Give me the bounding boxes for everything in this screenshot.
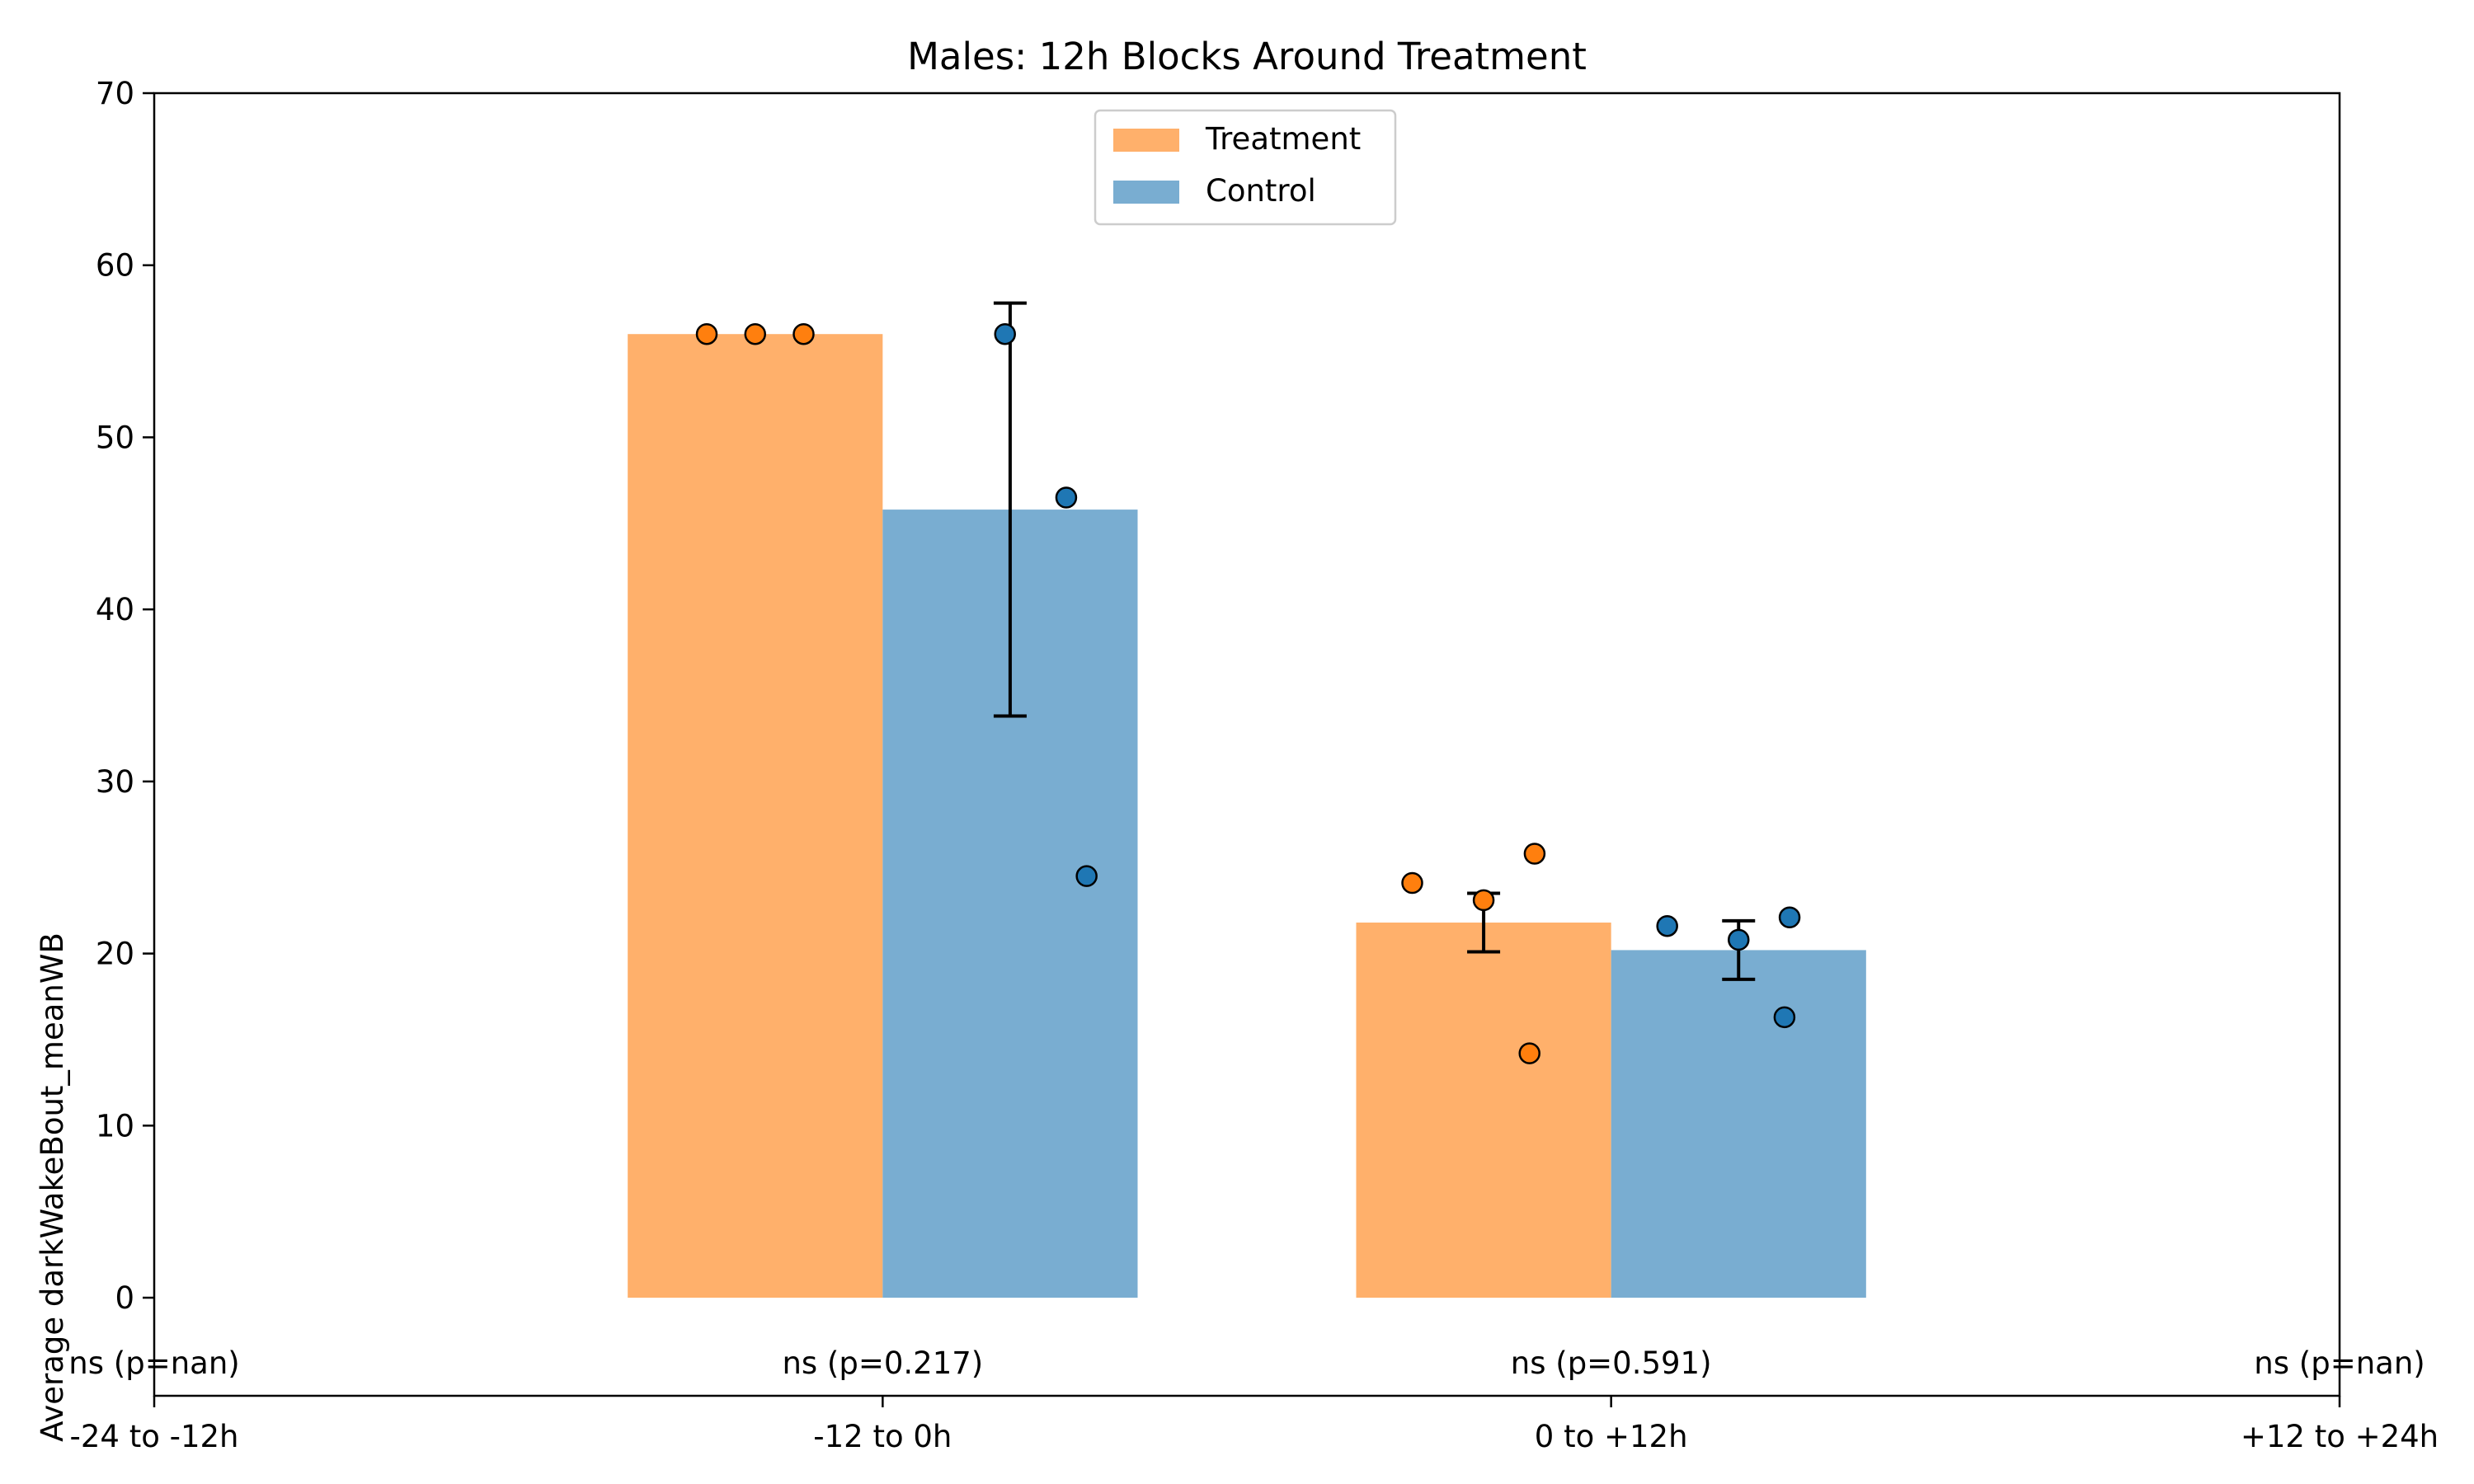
data-point-control-2-1 bbox=[1728, 928, 1750, 951]
data-point-control-1-2 bbox=[1075, 865, 1098, 887]
significance-label: ns (p=0.591) bbox=[1511, 1345, 1712, 1381]
x-axis: -24 to -12h -12 to 0h 0 to +12h +12 to +24h bbox=[70, 1396, 2439, 1454]
legend-swatch-control bbox=[1113, 181, 1179, 204]
plot-frame bbox=[153, 92, 2341, 1397]
data-points-layer bbox=[695, 322, 1801, 1064]
y-axis: 0 10 20 30 40 50 60 70 bbox=[96, 76, 154, 1316]
y-tick-label: 0 bbox=[115, 1280, 134, 1316]
y-tick-label: 10 bbox=[96, 1108, 134, 1144]
data-point-control-1-0 bbox=[994, 322, 1016, 345]
significance-label: ns (p=nan) bbox=[2254, 1345, 2425, 1381]
bar-treatment-2 bbox=[1356, 923, 1611, 1298]
data-point-control-2-3 bbox=[1773, 1006, 1796, 1029]
y-tick-label: 30 bbox=[96, 764, 134, 800]
y-tick-label: 50 bbox=[96, 420, 134, 455]
data-point-control-2-2 bbox=[1778, 906, 1801, 929]
y-tick-label: 40 bbox=[96, 592, 134, 627]
legend-label-control: Control bbox=[1206, 173, 1316, 209]
y-axis-label: Average darkWakeBout_meanWB bbox=[35, 932, 70, 1442]
data-point-control-2-0 bbox=[1656, 914, 1678, 937]
y-tick-label: 60 bbox=[96, 248, 134, 284]
legend-swatch-treatment bbox=[1113, 129, 1179, 152]
bar-treatment-1 bbox=[628, 334, 883, 1298]
data-point-treatment-1-0 bbox=[695, 322, 718, 345]
y-tick-label: 70 bbox=[96, 76, 134, 111]
chart-title: Males: 12h Blocks Around Treatment bbox=[907, 35, 1587, 78]
x-tick-label: +12 to +24h bbox=[2241, 1419, 2439, 1454]
significance-label: ns (p=0.217) bbox=[782, 1345, 983, 1381]
data-point-control-1-1 bbox=[1055, 486, 1078, 509]
x-tick-label: 0 to +12h bbox=[1535, 1419, 1688, 1454]
data-point-treatment-1-1 bbox=[744, 322, 766, 345]
data-point-treatment-1-2 bbox=[793, 322, 815, 345]
legend-label-treatment: Treatment bbox=[1205, 121, 1361, 157]
y-tick-label: 20 bbox=[96, 937, 134, 972]
data-point-treatment-2-0 bbox=[1401, 871, 1423, 895]
data-point-treatment-2-3 bbox=[1518, 1042, 1540, 1064]
data-point-treatment-2-1 bbox=[1472, 889, 1495, 912]
x-tick-label: -12 to 0h bbox=[813, 1419, 952, 1454]
x-tick-label: -24 to -12h bbox=[70, 1419, 239, 1454]
significance-label: ns (p=nan) bbox=[68, 1345, 239, 1381]
data-point-treatment-2-2 bbox=[1523, 843, 1546, 865]
significance-annotations: ns (p=nan) ns (p=0.217) ns (p=0.591) ns (p=… bbox=[68, 1345, 2425, 1381]
bar-control-2 bbox=[1611, 950, 1866, 1298]
legend: Treatment Control bbox=[1094, 109, 1397, 226]
